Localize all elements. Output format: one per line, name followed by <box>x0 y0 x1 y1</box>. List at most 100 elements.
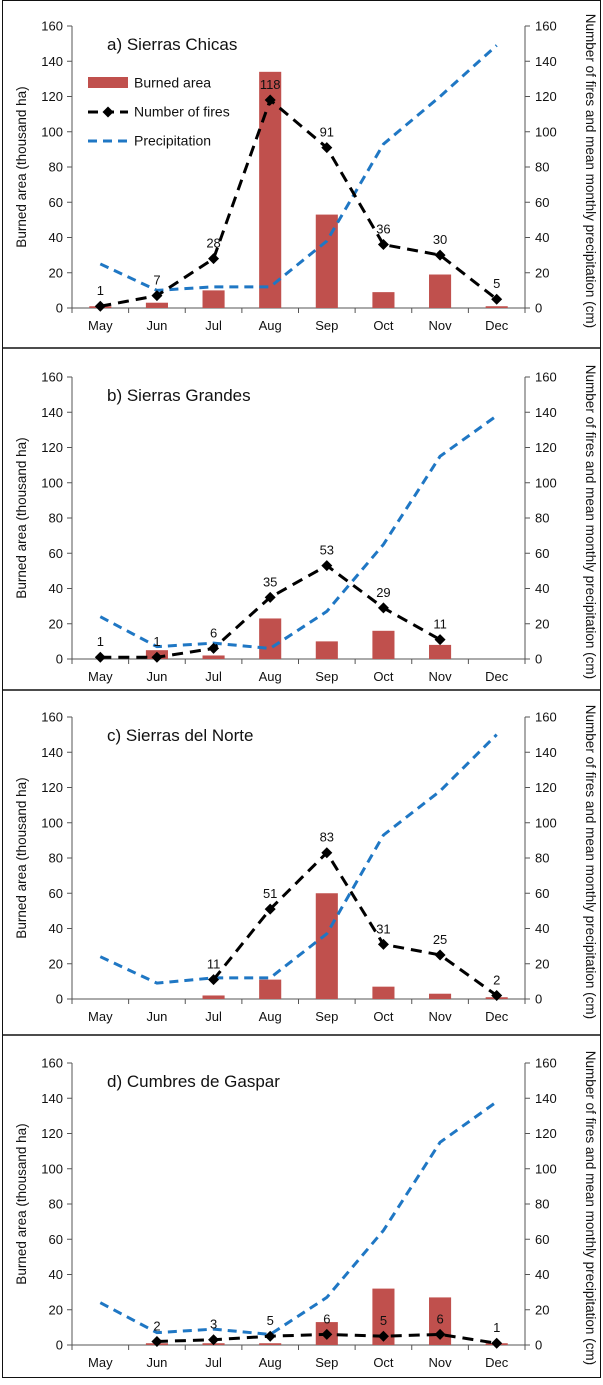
x-tick-label: Nov <box>429 318 453 333</box>
y2-tick-label: 100 <box>535 124 557 139</box>
y-tick-label: 160 <box>41 19 63 34</box>
y-tick-label: 40 <box>49 921 63 936</box>
fires-marker <box>208 1334 220 1346</box>
legend-label-fires: Number of fires <box>134 104 230 120</box>
x-tick-label: May <box>88 1009 113 1024</box>
legend-label-precipitation: Precipitation <box>134 133 211 149</box>
fires-marker <box>321 560 333 572</box>
fires-data-label: 30 <box>433 232 447 247</box>
y-tick-label: 80 <box>49 1197 63 1212</box>
chart-panel-3: 0 0 20 20 40 40 60 60 80 80 100 100 120 120 140 140 160 1… <box>14 705 598 1024</box>
y-tick-label: 160 <box>41 710 63 725</box>
burned-area-bar <box>259 71 282 308</box>
y-tick-label: 100 <box>41 815 63 830</box>
y2-tick-label: 140 <box>535 54 557 69</box>
x-tick-label: Aug <box>259 669 282 684</box>
fires-data-label: 5 <box>380 1313 387 1328</box>
x-tick-label: May <box>88 1355 113 1370</box>
fires-marker <box>208 253 220 265</box>
y2-tick-label: 40 <box>535 921 549 936</box>
y2-tick-label: 0 <box>535 1338 542 1353</box>
fires-line <box>212 850 498 997</box>
x-tick-label: Jun <box>146 669 167 684</box>
fires-marker <box>264 1330 276 1342</box>
fires-marker <box>377 1330 389 1342</box>
y2-tick-label: 160 <box>535 370 557 385</box>
y2-tick-label: 120 <box>535 89 557 104</box>
y-tick-label: 40 <box>49 230 63 245</box>
y2-tick-label: 0 <box>535 301 542 316</box>
y2-tick-label: 120 <box>535 440 557 455</box>
x-tick-label: Oct <box>373 1009 394 1024</box>
x-tick-label: Sep <box>315 669 338 684</box>
y-tick-label: 60 <box>49 195 63 210</box>
y2-tick-label: 140 <box>535 745 557 760</box>
y-tick-label: 120 <box>41 440 63 455</box>
fires-marker <box>434 249 446 261</box>
y-tick-label: 140 <box>41 54 63 69</box>
fires-data-label: 29 <box>376 585 390 600</box>
x-tick-label: Dec <box>485 669 509 684</box>
fires-data-label: 5 <box>267 1313 274 1328</box>
x-tick-label: Nov <box>429 1009 453 1024</box>
burned-area-bar <box>429 274 452 308</box>
y-tick-label: 120 <box>41 89 63 104</box>
y-tick-label: 100 <box>41 1161 63 1176</box>
x-tick-label: Oct <box>373 669 394 684</box>
x-tick-label: Aug <box>259 1355 282 1370</box>
y2-tick-label: 120 <box>535 780 557 795</box>
fires-data-label: 31 <box>376 921 390 936</box>
burned-area-bar <box>485 306 508 308</box>
y-tick-label: 0 <box>56 1338 63 1353</box>
burned-area-bar <box>202 290 225 308</box>
y-tick-label: 0 <box>56 301 63 316</box>
y2-axis-title: Number of fires and mean monthly precipi… <box>583 365 598 679</box>
chart-panel-4: 0 0 20 20 40 40 60 60 80 80 100 100 120 120 140 140 160 1… <box>14 1051 598 1370</box>
fires-data-label: 36 <box>376 222 390 237</box>
y2-tick-label: 20 <box>535 1302 549 1317</box>
x-tick-label: May <box>88 669 113 684</box>
y-tick-label: 0 <box>56 652 63 667</box>
fires-marker <box>208 642 220 654</box>
fires-marker <box>434 1328 446 1340</box>
y-tick-label: 40 <box>49 581 63 596</box>
y2-tick-label: 40 <box>535 230 549 245</box>
fires-marker <box>377 938 389 950</box>
y2-tick-label: 100 <box>535 1161 557 1176</box>
x-tick-label: Sep <box>315 1355 338 1370</box>
y-axis-title: Burned area (thousand ha) <box>14 437 29 598</box>
y-tick-label: 80 <box>49 511 63 526</box>
x-tick-label: Jun <box>146 318 167 333</box>
fires-marker <box>491 989 503 1001</box>
fires-marker <box>321 142 333 154</box>
x-tick-label: Dec <box>485 318 509 333</box>
y-tick-label: 100 <box>41 475 63 490</box>
fires-data-label: 2 <box>493 972 500 987</box>
fires-marker <box>151 290 163 302</box>
fires-marker <box>208 974 220 986</box>
y2-axis-title: Number of fires and mean monthly precipi… <box>583 1051 598 1365</box>
y2-tick-label: 140 <box>535 1091 557 1106</box>
precipitation-line <box>99 1100 498 1336</box>
chart-panel-1: 0 0 20 20 40 40 60 60 80 80 100 100 120 120 140 140 160 1… <box>14 14 598 333</box>
y-tick-label: 20 <box>49 265 63 280</box>
fires-data-label: 35 <box>263 574 277 589</box>
fires-data-label: 3 <box>210 1317 217 1332</box>
fires-data-label: 6 <box>323 1311 330 1326</box>
y-tick-label: 60 <box>49 1232 63 1247</box>
y2-tick-label: 40 <box>535 581 549 596</box>
panel-title: a) Sierras Chicas <box>107 35 237 54</box>
legend-label-burned-area: Burned area <box>134 75 211 91</box>
y-tick-label: 60 <box>49 546 63 561</box>
burned-area-bar <box>202 995 225 999</box>
x-tick-label: Aug <box>259 318 282 333</box>
fires-data-label: 91 <box>320 125 334 140</box>
y-tick-label: 160 <box>41 370 63 385</box>
x-tick-label: Jul <box>205 669 222 684</box>
fires-marker <box>321 1328 333 1340</box>
y2-tick-label: 60 <box>535 195 549 210</box>
fires-marker <box>491 1337 503 1349</box>
